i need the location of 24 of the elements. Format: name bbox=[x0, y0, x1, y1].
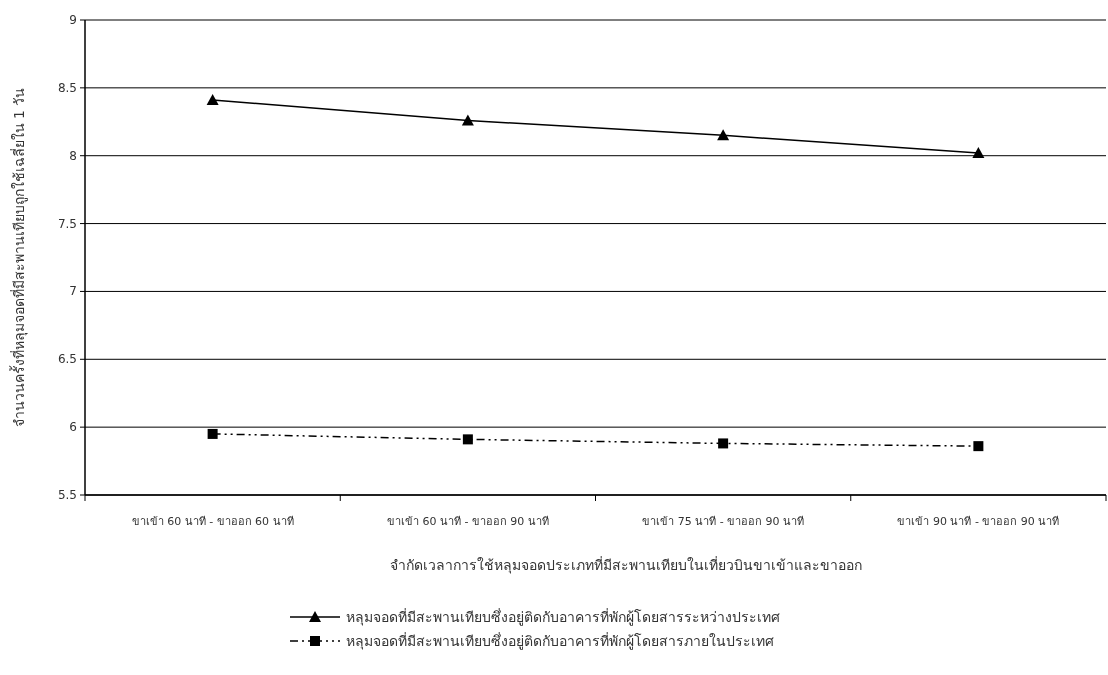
point bbox=[973, 441, 984, 452]
x-tick-label: ขาเข้า 90 นาที - ขาออก 90 นาที bbox=[897, 515, 1060, 528]
y-tick-label: 5.5 bbox=[57, 488, 77, 502]
y-tick-label: 9 bbox=[69, 13, 77, 27]
point bbox=[206, 94, 219, 106]
point bbox=[462, 434, 473, 445]
x-tick-label: ขาเข้า 60 นาที - ขาออก 90 นาที bbox=[386, 515, 549, 528]
y-tick-label: 6 bbox=[69, 420, 77, 435]
point bbox=[972, 147, 985, 158]
point bbox=[718, 438, 729, 449]
point bbox=[207, 428, 218, 439]
x-axis-title: จำกัดเวลาการใช้หลุมจอดประเภทที่มีสะพานเทียบในเที่ยวบินขาเข้าและขาออก bbox=[389, 556, 862, 574]
legend-label: หลุมจอดที่มีสะพานเทียบซึ่งอยู่ติดกับอาคารที่พักผู้โดยสารระหว่างประเทศ bbox=[346, 608, 780, 626]
point bbox=[461, 114, 474, 126]
legend-label: หลุมจอดที่มีสะพานเทียบซึ่งอยู่ติดกับอาคารที่พักผู้โดยสารภายในประเทศ bbox=[346, 632, 774, 650]
y-tick-label: 7.5 bbox=[57, 216, 77, 231]
y-tick-label: 7 bbox=[69, 284, 77, 299]
y-tick-label: 8 bbox=[69, 148, 77, 163]
x-tick-label: ขาเข้า 75 นาที - ขาออก 90 นาที bbox=[642, 515, 805, 528]
y-axis-title: จำนวนครั้งที่หลุมจอดที่มีสะพานเทียบถูกใช้เฉลี่ยใน 1 วัน bbox=[9, 87, 28, 428]
y-tick-label: 6.5 bbox=[57, 352, 77, 367]
point bbox=[717, 129, 730, 141]
y-tick-label: 8.5 bbox=[57, 80, 77, 95]
x-tick-label: ขาเข้า 60 นาที - ขาออก 60 นาที bbox=[131, 515, 294, 528]
